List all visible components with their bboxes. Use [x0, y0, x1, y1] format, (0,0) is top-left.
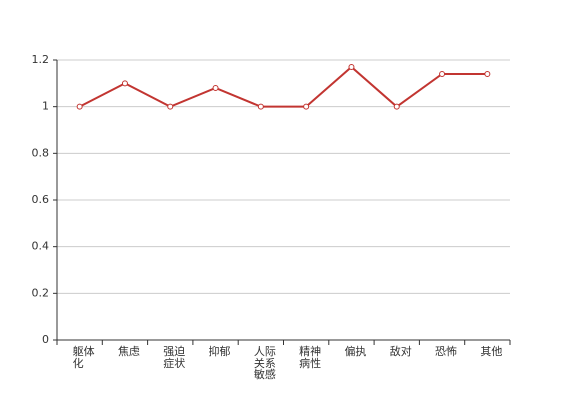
- y-tick-label: 0.4: [32, 240, 50, 253]
- point: [348, 64, 355, 70]
- x-tick-label: 焦虑: [117, 345, 140, 358]
- x-tick-label: 敌对: [389, 345, 412, 358]
- point: [167, 103, 174, 110]
- x-tick-label: 恐怖: [435, 345, 458, 358]
- point: [257, 103, 264, 110]
- x-tick-label: 抑郁: [208, 345, 231, 358]
- y-tick-label: 1: [42, 100, 49, 113]
- point: [393, 103, 400, 110]
- point: [212, 85, 219, 91]
- point: [76, 103, 83, 110]
- point: [484, 71, 491, 77]
- x-tick-label: 其他: [480, 345, 503, 358]
- x-tick-label: 偏执: [344, 345, 367, 358]
- y-tick-label: 0.2: [32, 286, 50, 299]
- y-tick-label: 1.2: [32, 53, 50, 66]
- y-tick-label: 0: [42, 333, 49, 346]
- point: [121, 80, 128, 87]
- y-tick-label: 0.6: [32, 193, 50, 206]
- x-tick-label: 人际关系敏感: [253, 345, 276, 381]
- y-tick-label: 0.8: [32, 146, 50, 159]
- x-tick-label: 躯体化: [72, 345, 95, 370]
- x-tick-label: 精神病性: [299, 345, 322, 370]
- point: [439, 71, 446, 77]
- line: [79, 65, 488, 108]
- x-tick-label: 强迫症状: [163, 345, 186, 370]
- point: [303, 103, 310, 110]
